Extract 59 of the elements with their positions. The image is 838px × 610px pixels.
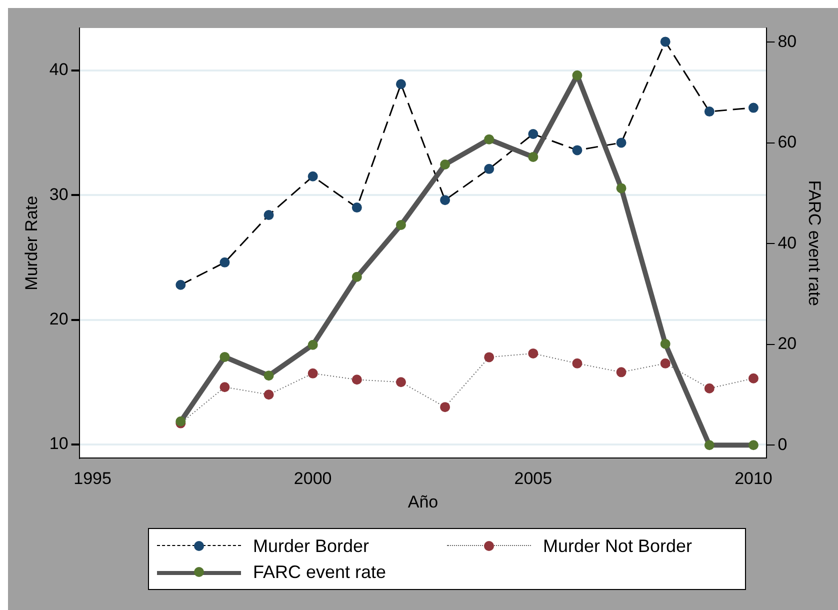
y2-tick-label: 20 <box>778 334 797 354</box>
point <box>308 368 318 378</box>
y-tick-label: 40 <box>49 60 68 80</box>
x-tick-label: 1995 <box>74 469 112 488</box>
point <box>352 374 362 385</box>
point <box>220 352 230 362</box>
point <box>220 257 230 268</box>
y2-tick-label: 60 <box>778 132 797 152</box>
point <box>704 106 714 117</box>
point <box>528 152 538 162</box>
point <box>572 145 582 156</box>
y2-axis-title: FARC event rate <box>805 180 824 306</box>
point <box>484 352 494 362</box>
point <box>396 79 406 90</box>
point <box>396 377 406 388</box>
legend-label: Murder Border <box>253 536 370 556</box>
point <box>264 210 274 220</box>
point <box>616 183 626 194</box>
legend-label: Murder Not Border <box>543 536 692 556</box>
point <box>704 440 714 450</box>
y-tick-label: 30 <box>49 184 68 204</box>
point <box>572 70 582 80</box>
point <box>660 338 670 349</box>
point <box>352 202 362 213</box>
point <box>528 128 538 139</box>
y2-tick-label: 80 <box>778 32 797 51</box>
y2-tick-label: 40 <box>778 233 797 252</box>
point <box>396 220 406 230</box>
point <box>308 171 318 182</box>
point <box>264 390 274 400</box>
point <box>704 383 714 394</box>
point <box>660 36 670 47</box>
point <box>484 134 494 144</box>
point <box>176 280 186 290</box>
point <box>528 348 538 358</box>
point <box>440 195 450 206</box>
point <box>748 373 758 384</box>
point <box>660 358 670 368</box>
x-axis-title: Año <box>408 492 438 512</box>
point <box>616 367 626 378</box>
point <box>264 370 274 381</box>
point <box>748 102 758 113</box>
point <box>484 164 494 174</box>
y-tick-label: 20 <box>49 309 68 328</box>
x-tick-label: 2010 <box>734 469 772 488</box>
y-tick-label: 10 <box>49 434 68 454</box>
point <box>616 138 626 148</box>
legend-label: FARC event rate <box>253 562 386 582</box>
point <box>572 358 582 368</box>
point <box>440 402 450 412</box>
x-tick-label: 2005 <box>514 469 552 488</box>
y-axis-title: Murder Rate <box>22 196 41 290</box>
point <box>220 382 230 392</box>
point <box>308 340 318 350</box>
point <box>352 272 362 282</box>
y2-tick-label: 0 <box>778 434 788 454</box>
x-tick-label: 2000 <box>294 469 332 488</box>
point <box>748 440 758 450</box>
point <box>440 160 450 170</box>
